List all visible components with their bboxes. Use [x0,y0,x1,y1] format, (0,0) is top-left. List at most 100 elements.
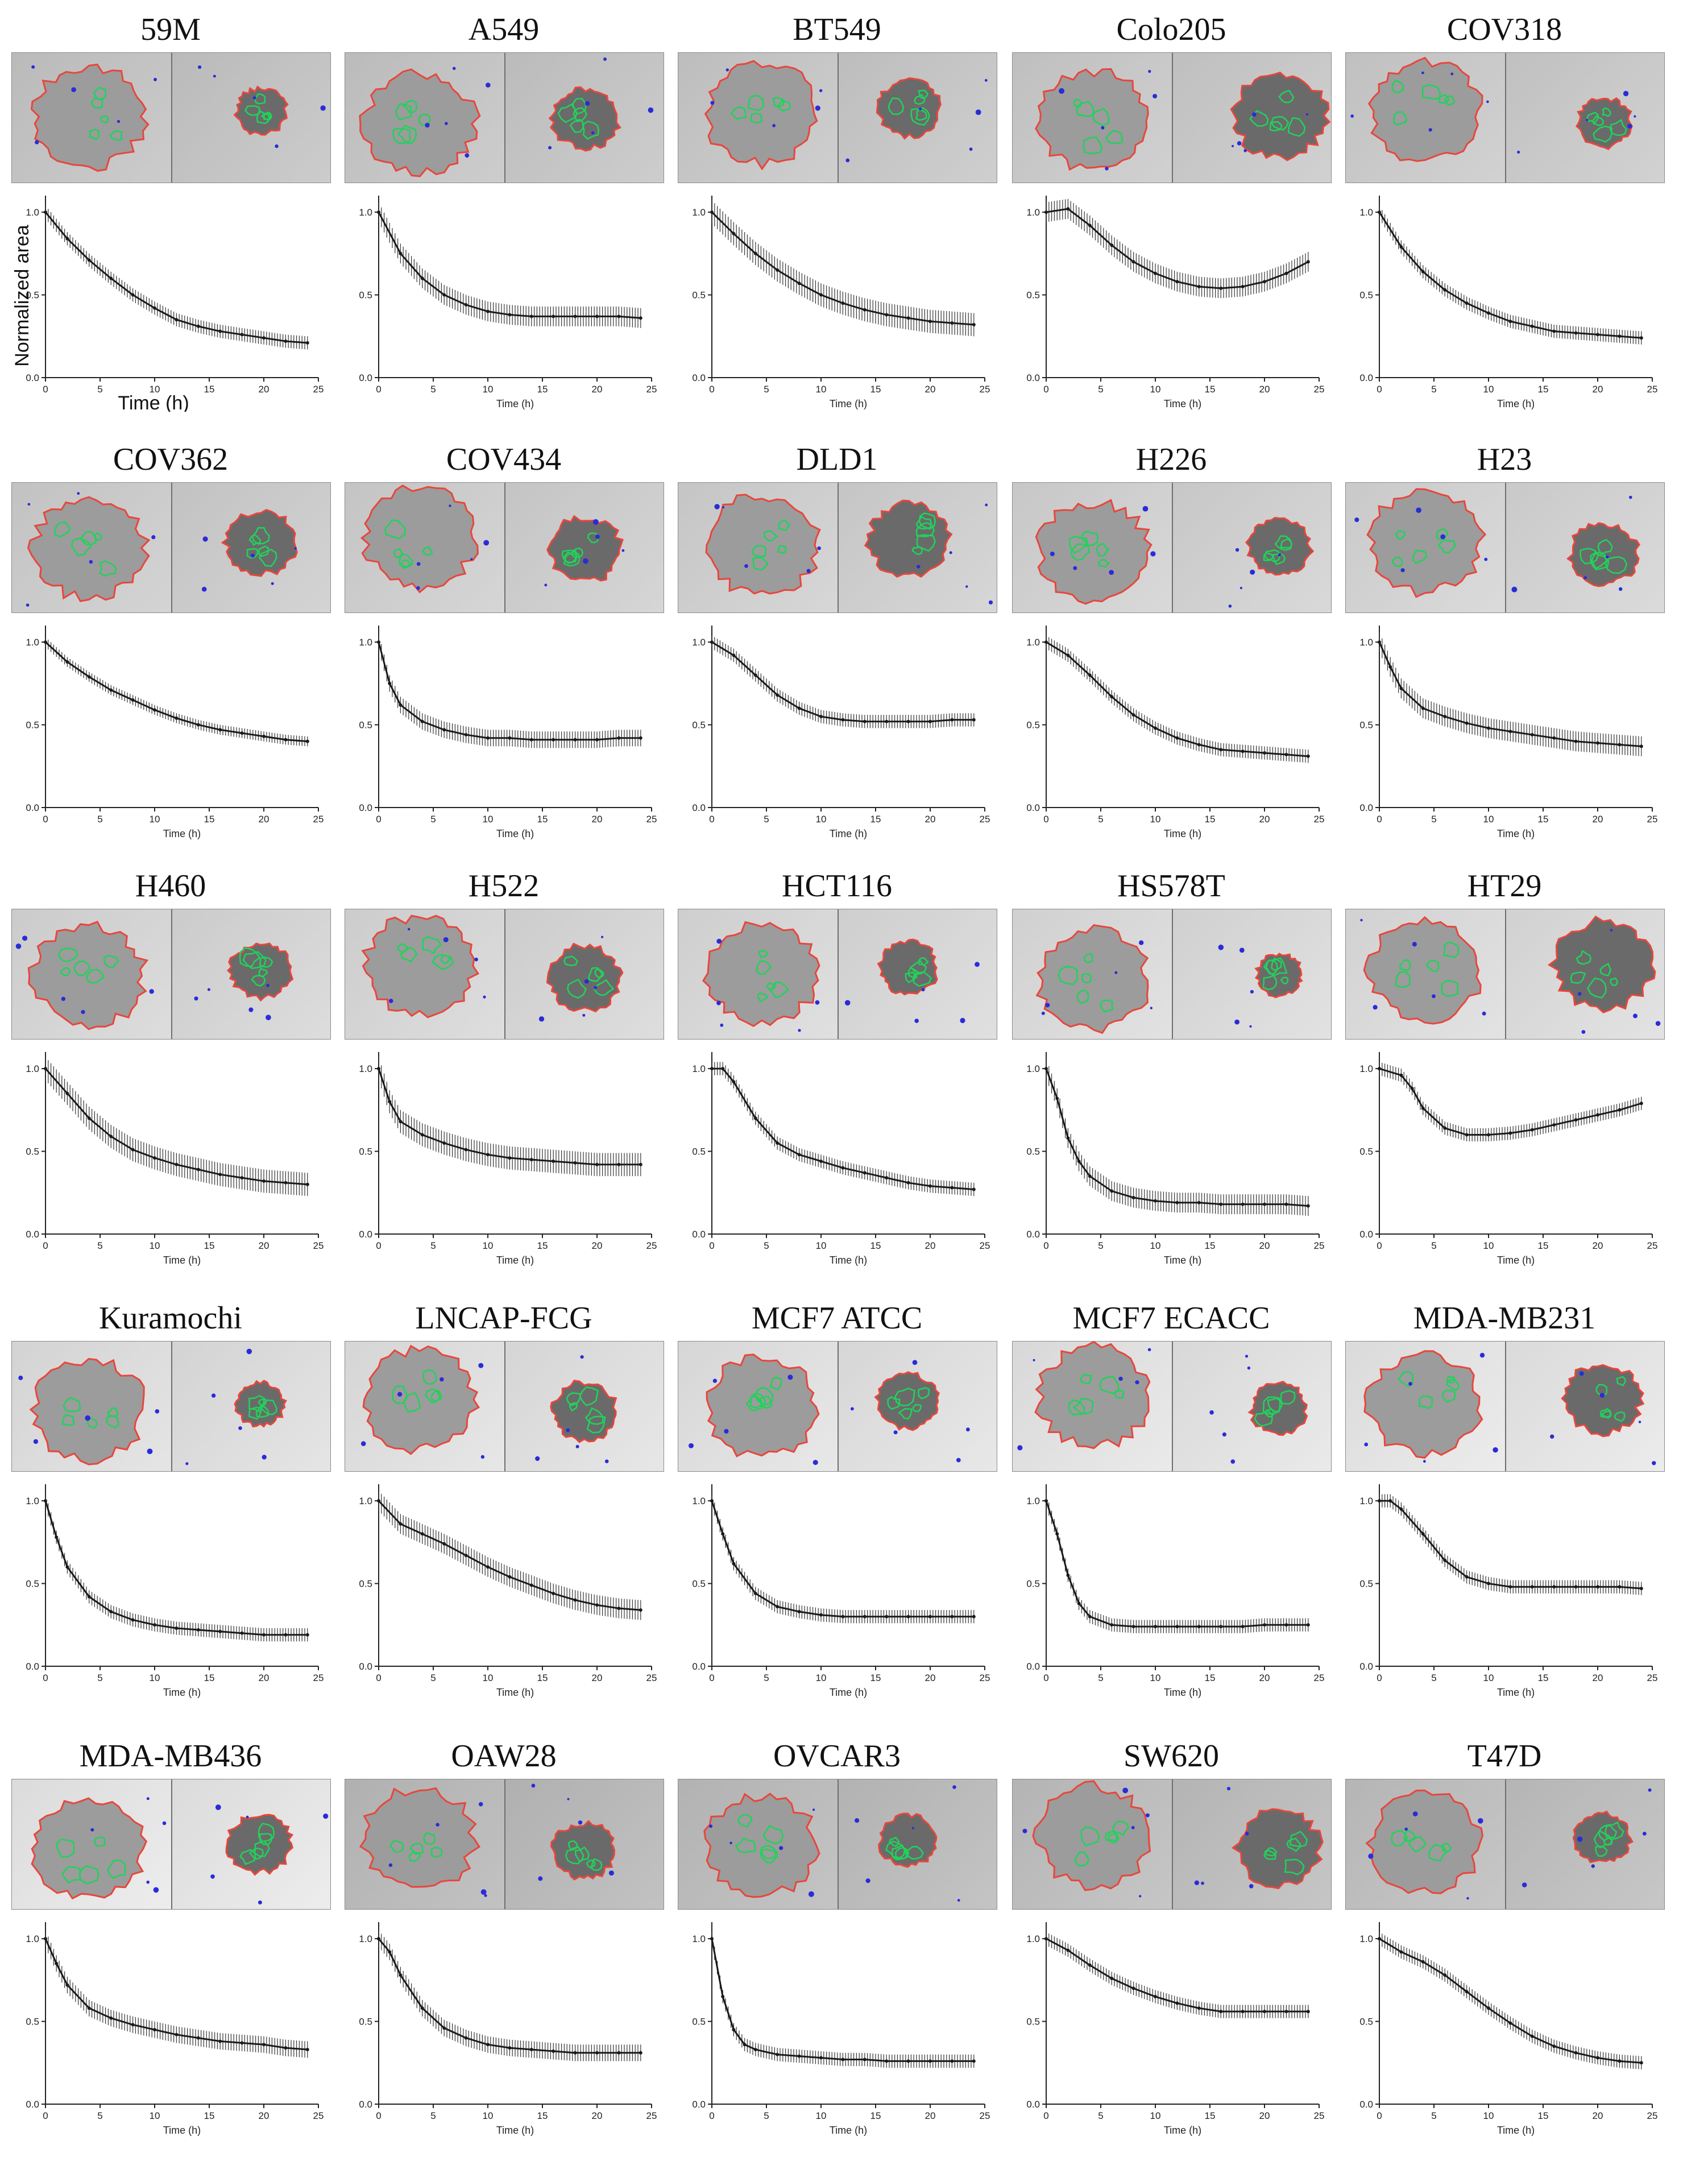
data-point [1131,713,1135,717]
inner-region-outline [885,1840,906,1860]
data-point [87,258,91,262]
debris-dot [582,1013,586,1017]
data-point [906,2059,910,2063]
spheroid-image-t0 [678,909,838,1039]
panel-title: H522 [468,868,540,904]
inner-region-outline [905,971,918,983]
data-point [1263,2010,1266,2014]
x-tick-label: 0 [709,2110,714,2121]
data-point [819,1160,823,1163]
spheroid-image-t0 [12,483,171,612]
debris-dot [1045,1003,1050,1008]
debris-dot [1408,1382,1412,1386]
spheroid-image-pair [11,482,331,613]
inner-region-outline [907,967,921,980]
data-point [797,706,801,710]
y-tick-label: 1.0 [26,1496,39,1506]
data-point [1530,733,1534,736]
data-point [972,322,976,326]
y-tick-label: 1.0 [26,207,39,218]
area-plot: 0 5 10 15 20 25 0.0 0.5 1.0 Time (h) [1359,626,1657,839]
panel-title: H460 [135,868,206,904]
inner-region-outline [1068,535,1088,554]
data-point [595,314,599,318]
data-point [87,2006,91,2010]
data-point [1131,1986,1135,1990]
data-point [885,313,889,317]
data-point [284,2046,288,2050]
inner-region-outline [759,1395,773,1409]
data-point [508,1156,512,1160]
inner-region-outline [1592,125,1612,143]
inner-region-outline [1446,1375,1455,1384]
x-axis-title: Time (h) [830,1687,867,1698]
inner-region-outline [582,121,600,140]
data-point [972,718,976,722]
data-point [841,2057,845,2061]
inner-region-outline [408,1851,421,1862]
inner-region-outline [392,127,411,144]
inner-region-outline [248,1847,264,1860]
x-tick-label: 0 [1377,1240,1382,1251]
x-axis-title: Time (h) [496,1687,534,1698]
data-point [284,1633,288,1637]
debris-dot [1139,940,1144,945]
debris-dot [712,1378,718,1383]
data-point [617,1607,621,1611]
debris-dot [1479,1352,1485,1358]
y-tick-label: 0.5 [26,290,39,301]
debris-dot [1135,1380,1139,1385]
debris-dot [1243,149,1247,152]
x-tick-label: 25 [1314,1240,1325,1251]
data-point [196,723,200,727]
data-point [218,1173,222,1177]
spheroid-image-pair [345,482,664,613]
inner-region-outline [889,1836,900,1847]
inner-region-outline [397,125,417,144]
data-point [1552,1585,1556,1589]
x-tick-label: 15 [1538,2110,1549,2121]
x-tick-label: 15 [1538,1673,1549,1683]
inner-region-outline [1254,1409,1273,1427]
debris-dot [483,540,490,546]
debris-dot [1633,1013,1637,1019]
inner-region-outline [1262,1396,1281,1415]
x-tick-label: 15 [1205,384,1216,395]
data-point [262,1179,266,1183]
x-tick-label: 15 [537,1240,548,1251]
inner-region-outline [756,960,772,975]
data-point [1175,2001,1179,2005]
area-plot: 0 5 10 15 20 25 0.0 0.5 1.0 Time (h) [26,626,324,839]
data-point [885,719,889,723]
area-plot: 0 5 10 15 20 25 0.0 0.5 1.0 Time (h) [1026,196,1324,409]
data-point [377,1499,380,1503]
y-tick-label: 0.5 [26,720,39,731]
inner-region-outline [584,1407,604,1425]
debris-dot [85,1415,90,1421]
debris-dot [1586,118,1589,122]
x-tick-label: 10 [1483,2110,1494,2121]
x-tick-label: 5 [1431,1240,1436,1251]
debris-dot [1237,141,1242,146]
spheroid-image-t24 [1505,909,1664,1039]
y-tick-label: 1.0 [1026,1496,1040,1506]
data-point [131,2023,135,2027]
data-point [153,708,156,712]
inner-region-outline [766,982,777,991]
x-tick-label: 10 [1483,814,1494,825]
debris-dot [949,551,952,554]
spheroid-image-pair [678,1779,997,1910]
data-point [1284,1202,1288,1206]
debris-dot [1517,150,1520,154]
panel-title: HS578T [1117,868,1225,904]
data-point [55,1961,59,1965]
inner-region-outline [1399,959,1411,971]
inner-region-outline [904,1846,924,1860]
spheroid-outline [360,485,479,594]
inner-region-outline [430,1847,443,1858]
x-tick-label: 15 [537,2110,548,2121]
x-tick-label: 10 [150,1673,160,1683]
data-point [950,321,954,325]
debris-dot [984,78,988,82]
data-point [65,1091,69,1095]
